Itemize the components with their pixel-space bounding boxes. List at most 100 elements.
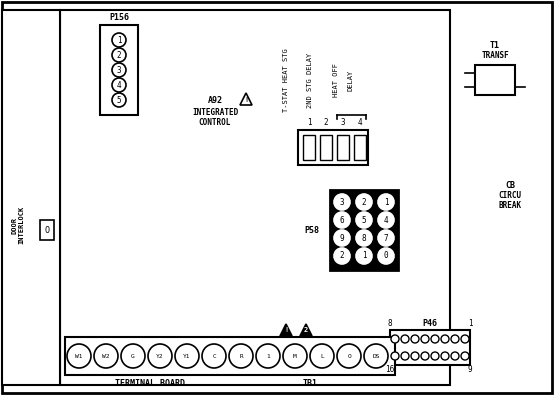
Circle shape [112, 93, 126, 107]
Circle shape [431, 335, 439, 343]
Circle shape [94, 344, 118, 368]
Circle shape [411, 335, 419, 343]
Text: DELAY: DELAY [347, 70, 353, 90]
Polygon shape [300, 324, 312, 336]
Text: 2: 2 [117, 51, 121, 60]
Text: 5: 5 [117, 96, 121, 105]
Text: 2: 2 [340, 252, 345, 260]
Circle shape [391, 352, 399, 360]
Circle shape [356, 248, 372, 264]
Circle shape [112, 78, 126, 92]
Polygon shape [280, 324, 292, 336]
Bar [354, 135, 366, 160]
Circle shape [378, 212, 394, 228]
Text: 5: 5 [362, 216, 366, 224]
Circle shape [334, 230, 350, 246]
Circle shape [337, 344, 361, 368]
Text: DOOR
INTERLOCK: DOOR INTERLOCK [12, 206, 24, 244]
Circle shape [356, 194, 372, 210]
Text: 2: 2 [324, 117, 329, 126]
Text: 16: 16 [386, 365, 394, 374]
Text: 7: 7 [384, 233, 388, 243]
Text: 8: 8 [362, 233, 366, 243]
Text: 9: 9 [468, 365, 473, 374]
Text: O: O [44, 226, 49, 235]
Bar [60, 10, 450, 385]
Text: G: G [131, 354, 135, 359]
Bar [330, 190, 398, 270]
Circle shape [411, 352, 419, 360]
Circle shape [112, 33, 126, 47]
Text: 9: 9 [340, 233, 345, 243]
Text: Y2: Y2 [156, 354, 164, 359]
Text: A92: A92 [208, 96, 223, 105]
Circle shape [401, 335, 409, 343]
Bar [303, 135, 315, 160]
Circle shape [334, 194, 350, 210]
Text: 6: 6 [340, 216, 345, 224]
Circle shape [229, 344, 253, 368]
Circle shape [67, 344, 91, 368]
Circle shape [121, 344, 145, 368]
Text: 1: 1 [266, 354, 270, 359]
Text: 0: 0 [384, 252, 388, 260]
Text: 3: 3 [340, 198, 345, 207]
Text: W2: W2 [102, 354, 110, 359]
Bar [298, 130, 368, 165]
Text: L: L [320, 354, 324, 359]
Circle shape [356, 212, 372, 228]
Text: 2: 2 [304, 327, 308, 333]
Circle shape [451, 335, 459, 343]
Text: 2: 2 [362, 198, 366, 207]
Circle shape [378, 194, 394, 210]
Text: 1: 1 [384, 198, 388, 207]
Text: 1: 1 [362, 252, 366, 260]
Text: P46: P46 [423, 318, 438, 327]
Circle shape [378, 230, 394, 246]
Circle shape [283, 344, 307, 368]
Circle shape [334, 248, 350, 264]
Text: DS: DS [372, 354, 379, 359]
Text: 4: 4 [358, 117, 362, 126]
Text: CONTROL: CONTROL [199, 117, 231, 126]
Circle shape [461, 335, 469, 343]
Text: TB1: TB1 [302, 378, 317, 387]
Text: Y1: Y1 [183, 354, 191, 359]
Text: BREAK: BREAK [499, 201, 521, 209]
Circle shape [391, 335, 399, 343]
Text: 8: 8 [388, 318, 392, 327]
Text: INTEGRATED: INTEGRATED [192, 107, 238, 117]
Text: 3: 3 [341, 117, 345, 126]
Circle shape [112, 63, 126, 77]
Circle shape [441, 352, 449, 360]
Bar [2, 10, 60, 385]
Text: T1: T1 [490, 41, 500, 49]
Text: 4: 4 [384, 216, 388, 224]
Text: TERMINAL BOARD: TERMINAL BOARD [115, 378, 185, 387]
Text: CB: CB [505, 181, 515, 190]
Circle shape [441, 335, 449, 343]
Text: O: O [347, 354, 351, 359]
Text: !: ! [244, 97, 248, 103]
Circle shape [148, 344, 172, 368]
Text: 2ND STG DELAY: 2ND STG DELAY [307, 53, 313, 107]
Circle shape [378, 248, 394, 264]
Circle shape [175, 344, 199, 368]
Text: C: C [212, 354, 216, 359]
Bar [40, 220, 54, 240]
Bar [65, 337, 395, 375]
Circle shape [421, 352, 429, 360]
Text: M: M [293, 354, 297, 359]
Text: HEAT OFF: HEAT OFF [333, 63, 339, 97]
Text: P156: P156 [109, 13, 129, 21]
Circle shape [310, 344, 334, 368]
Circle shape [401, 352, 409, 360]
Bar [320, 135, 332, 160]
Text: W1: W1 [75, 354, 83, 359]
Text: 4: 4 [117, 81, 121, 90]
Text: !: ! [284, 327, 288, 333]
Circle shape [112, 48, 126, 62]
Circle shape [334, 212, 350, 228]
Circle shape [421, 335, 429, 343]
Bar [475, 65, 515, 95]
